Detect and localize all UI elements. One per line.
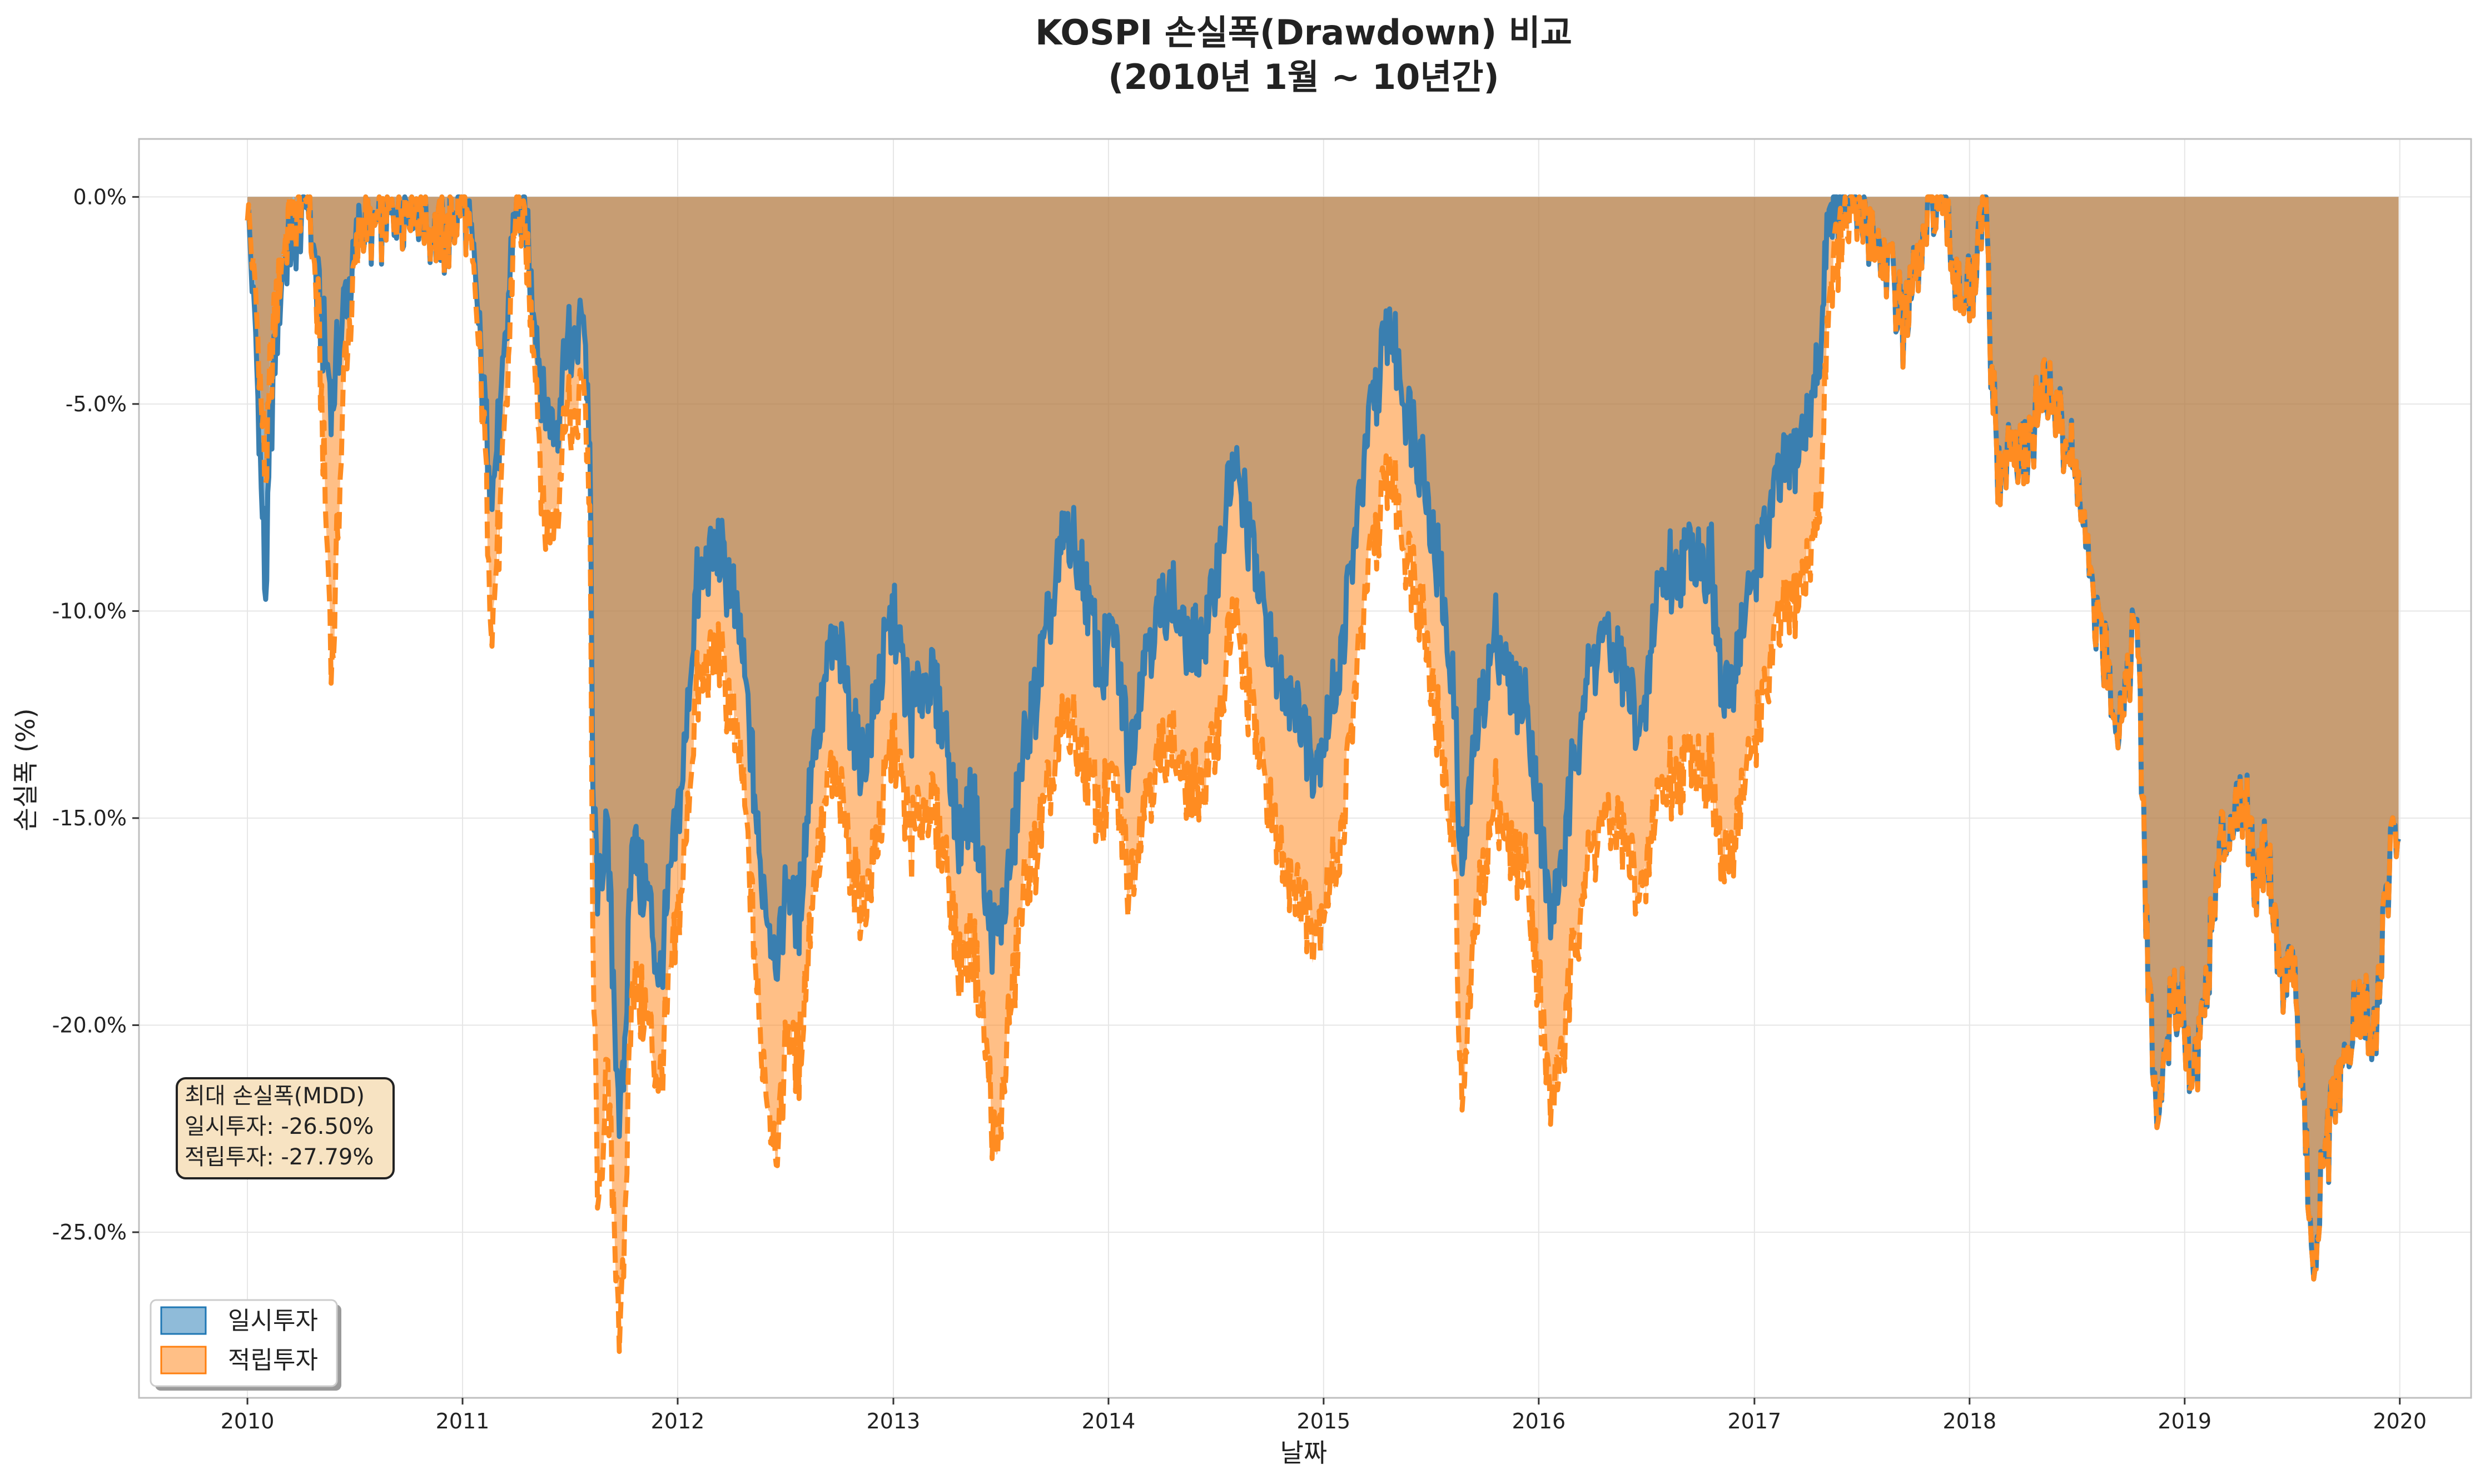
- series-line-dca: [245, 194, 2401, 1354]
- y-tick-label: -25.0%: [52, 1220, 127, 1244]
- legend-label-dca: 적립투자: [228, 1346, 318, 1375]
- plot-border: [138, 138, 2472, 1399]
- x-tick-label: 2018: [1942, 1409, 1996, 1433]
- x-tick-label: 2019: [2158, 1409, 2211, 1433]
- legend-label-lump-sum: 일시투자: [228, 1307, 318, 1335]
- x-tick-label: 2014: [1082, 1409, 1136, 1433]
- x-tick-label: 2017: [1728, 1409, 1782, 1433]
- x-tick-label: 2011: [436, 1409, 490, 1433]
- mdd-annotation-title: 최대 손실폭(MDD): [185, 1083, 365, 1109]
- x-tick-label: 2012: [651, 1409, 705, 1433]
- y-tick-label: -10.0%: [52, 599, 127, 623]
- plot-content: [245, 194, 2401, 1354]
- legend-swatch-lump-sum: [160, 1306, 207, 1335]
- y-tick-label: -15.0%: [52, 806, 127, 830]
- y-axis-ticks: 0.0% -5.0% -10.0% -15.0% -20.0% -25.0%: [52, 185, 139, 1244]
- chart-title-line2: (2010년 1월 ~ 10년간): [1108, 57, 1499, 97]
- x-tick-label: 2015: [1297, 1409, 1351, 1433]
- chart-title-line1: KOSPI 손실폭(Drawdown) 비교: [1035, 12, 1572, 53]
- legend-swatch-dca: [160, 1346, 207, 1375]
- y-tick-label: -5.0%: [66, 392, 127, 416]
- mdd-annotation-lump-sum: 일시투자: -26.50%: [185, 1114, 374, 1139]
- mdd-annotation-box: [176, 1077, 395, 1179]
- x-tick-label: 2020: [2373, 1409, 2427, 1433]
- y-tick-label: 0.0%: [73, 185, 127, 209]
- mdd-annotation: 최대 손실폭(MDD) 일시투자: -26.50% 적립투자: -27.79%: [176, 1077, 395, 1179]
- x-tick-label: 2016: [1512, 1409, 1565, 1433]
- legend: 일시투자 적립투자: [150, 1299, 341, 1391]
- x-axis-ticks: 2010 2011 2012 2013 2014 2015 2016 2017 2018 2019…: [221, 1398, 2427, 1433]
- x-axis-label: 날짜: [1280, 1438, 1328, 1468]
- x-tick-label: 2013: [867, 1409, 921, 1433]
- x-tick-label: 2010: [221, 1409, 275, 1433]
- y-axis-label: 손실폭 (%): [11, 708, 41, 831]
- y-tick-label: -20.0%: [52, 1013, 127, 1037]
- mdd-annotation-dca: 적립투자: -27.79%: [185, 1144, 374, 1170]
